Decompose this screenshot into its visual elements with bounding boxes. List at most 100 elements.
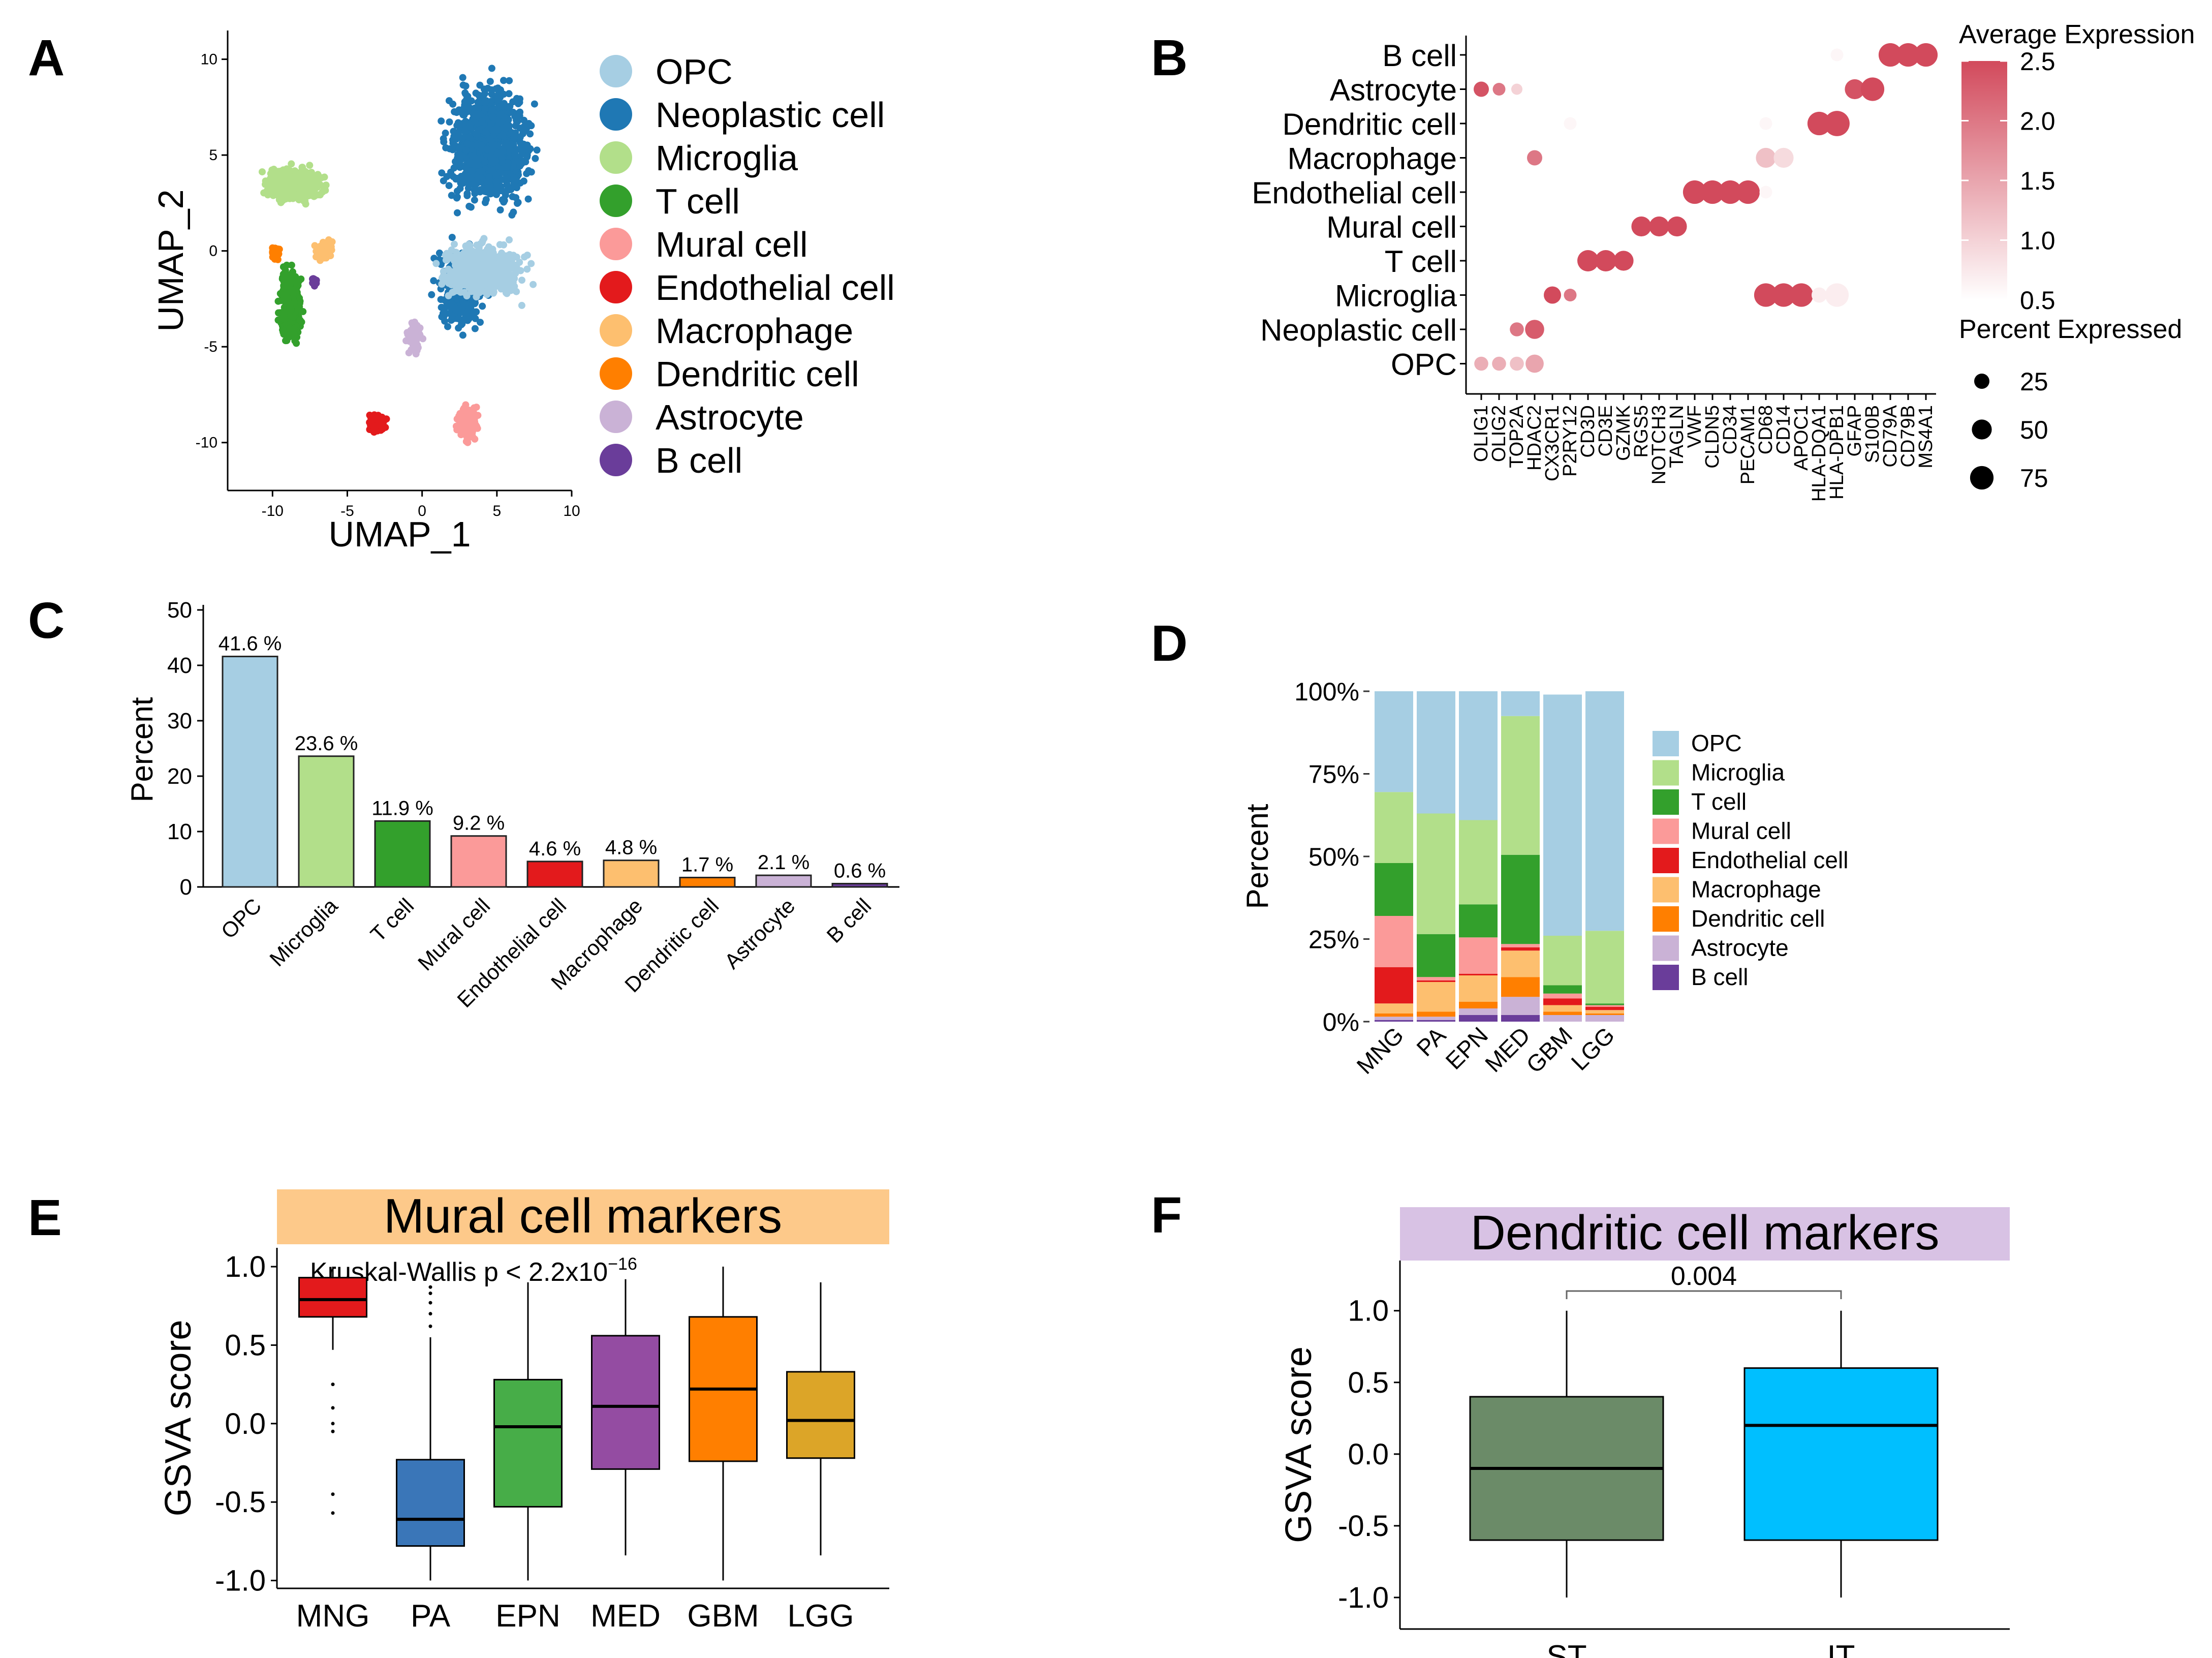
umap-legend-label: Neoplastic cell (656, 95, 885, 135)
umap-point-neoplastic-cell (472, 186, 479, 194)
umap-point-neoplastic-cell (470, 152, 477, 160)
dotplot-gene-label: OLIG1 (1471, 405, 1492, 462)
outlier-pa (428, 1324, 432, 1328)
umap-point-neoplastic-cell (442, 129, 449, 137)
box-category-label: IT (1827, 1639, 1855, 1658)
bar-value-label: 1.7 % (681, 853, 733, 876)
umap-point-opc (497, 251, 505, 259)
umap-legend-swatch-microglia (600, 141, 632, 174)
umap-point-opc (440, 268, 447, 275)
stacked-segment-epn-endothelial-cell (1459, 973, 1498, 975)
bar-y-tick-label: 20 (167, 764, 192, 789)
umap-point-neoplastic-cell (430, 277, 438, 285)
umap-point-endothelial-cell (368, 417, 376, 424)
dotplot-cell-type-label: OPC (1391, 348, 1457, 382)
umap-point-opc (455, 284, 463, 291)
umap-point-microglia (303, 193, 310, 200)
stacked-segment-pa-macrophage (1417, 982, 1455, 1012)
umap-point-t-cell (283, 289, 290, 297)
umap-point-neoplastic-cell (485, 184, 493, 192)
umap-point-microglia (314, 183, 321, 191)
stacked-segment-pa-b-cell (1417, 1020, 1455, 1022)
umap-legend-swatch-b-cell (600, 444, 632, 476)
umap-point-neoplastic-cell (496, 206, 504, 213)
dotplot-gene-label: S100B (1862, 405, 1883, 463)
dotplot-dot-b-cell-ms4a1 (1914, 43, 1938, 67)
umap-point-microglia (306, 162, 314, 169)
bar-y-tick-label: 40 (167, 653, 192, 678)
umap-point-microglia (274, 185, 282, 193)
dendritic-title: Dendritic cell markers (1471, 1206, 1940, 1260)
stacked-segment-gbm-macrophage (1543, 1005, 1582, 1012)
dotplot-gene-label: CD34 (1720, 405, 1741, 454)
umap-point-opc (449, 289, 456, 296)
dotplot-dot-opc-top2a (1510, 356, 1524, 371)
umap-point-neoplastic-cell (510, 134, 518, 141)
umap-point-neoplastic-cell (524, 195, 532, 203)
dotplot-gene-label: CD68 (1755, 405, 1777, 454)
colorbar-tick-label: 2.5 (2020, 47, 2055, 76)
dotplot-dot-macrophage-cd14 (1773, 147, 1794, 168)
size-legend-dot (1970, 466, 1994, 490)
umap-point-neoplastic-cell (435, 249, 443, 257)
umap-point-neoplastic-cell (521, 127, 528, 135)
umap-point-neoplastic-cell (482, 199, 489, 206)
umap-point-neoplastic-cell (462, 146, 470, 154)
umap-point-neoplastic-cell (459, 74, 466, 81)
stacked-legend-label: Mural cell (1691, 818, 1791, 844)
umap-point-neoplastic-cell (504, 104, 511, 111)
dotplot-gene-label: CLDN5 (1702, 405, 1723, 469)
umap-point-neoplastic-cell (461, 98, 469, 106)
dotplot-dot-neoplastic-cell-top2a (1510, 322, 1524, 336)
umap-point-neoplastic-cell (495, 95, 503, 102)
umap-point-t-cell (286, 308, 294, 315)
umap-point-neoplastic-cell (513, 118, 520, 126)
umap-point-neoplastic-cell (481, 105, 489, 112)
umap-point-astrocyte (411, 318, 418, 326)
umap-point-opc (512, 268, 519, 275)
umap-x-axis-title: UMAP_1 (328, 514, 471, 554)
umap-point-neoplastic-cell (500, 77, 507, 84)
dotplot-gene-label: APOC1 (1791, 405, 1812, 471)
umap-point-neoplastic-cell (481, 99, 489, 107)
stacked-segment-gbm-endothelial-cell (1543, 998, 1582, 1005)
umap-point-neoplastic-cell (511, 174, 518, 181)
box-y-tick-label: 0.5 (225, 1329, 266, 1362)
umap-point-neoplastic-cell (482, 129, 489, 136)
stacked-segment-lgg-macrophage (1585, 1010, 1624, 1014)
umap-legend-label: Astrocyte (656, 397, 804, 437)
umap-point-opc (438, 281, 446, 288)
umap-point-neoplastic-cell (468, 141, 476, 149)
box-category-label: GBM (687, 1599, 759, 1634)
stacked-y-tick-label: 50% (1308, 843, 1359, 871)
umap-point-neoplastic-cell (517, 140, 525, 148)
mural-title-banner (277, 1189, 889, 1244)
umap-point-neoplastic-cell (459, 331, 466, 339)
stacked-legend-label: Dendritic cell (1691, 905, 1825, 932)
umap-point-neoplastic-cell (493, 191, 500, 198)
box-y-tick-label: -1.0 (215, 1564, 266, 1598)
umap-point-t-cell (279, 328, 287, 336)
umap-point-neoplastic-cell (516, 108, 524, 116)
dotplot-dot-dendritic-cell-p2ry12 (1564, 117, 1577, 130)
umap-point-neoplastic-cell (446, 118, 453, 126)
box-mng (298, 1277, 367, 1318)
umap-point-neoplastic-cell (499, 132, 507, 139)
umap-point-neoplastic-cell (509, 98, 517, 106)
box-category-label: PA (411, 1599, 451, 1634)
stacked-segment-med-b-cell (1501, 1015, 1540, 1022)
stacked-segment-mng-microglia (1375, 792, 1413, 863)
umap-point-neoplastic-cell (471, 196, 478, 204)
umap-point-neoplastic-cell (439, 310, 447, 317)
umap-legend-label: Macrophage (656, 311, 853, 351)
umap-y-axis-title: UMAP_2 (151, 189, 191, 331)
umap-point-opc (527, 260, 535, 267)
umap-point-neoplastic-cell (523, 141, 531, 149)
umap-point-t-cell (290, 330, 298, 338)
dotplot-dot-microglia-p2ry12 (1564, 289, 1577, 301)
umap-point-astrocyte (407, 327, 415, 334)
avg-expression-legend-title: Average Expression (1959, 20, 2195, 49)
umap-point-neoplastic-cell (477, 186, 484, 194)
umap-point-microglia (321, 173, 328, 181)
umap-point-neoplastic-cell (465, 315, 473, 323)
